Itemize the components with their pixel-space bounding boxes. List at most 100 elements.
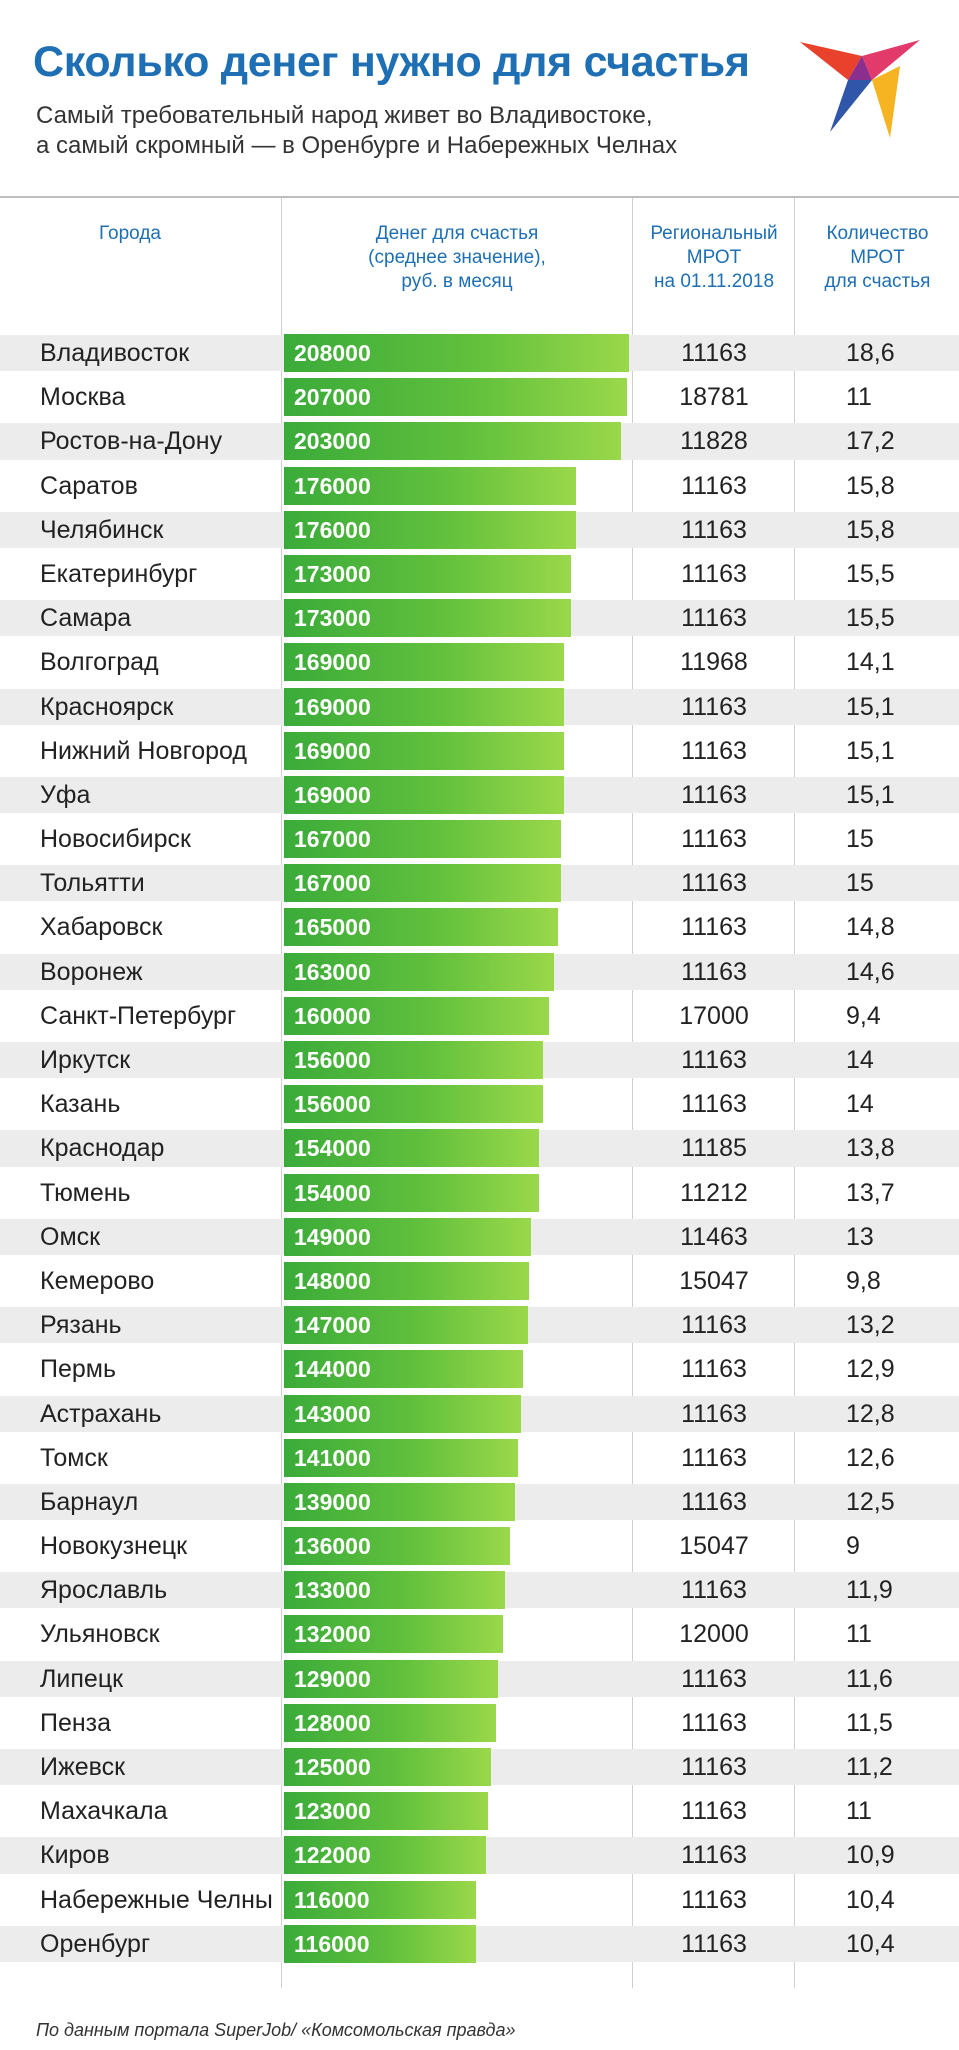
table-row: Иркутск 156000 11163 14	[0, 1038, 959, 1082]
table-row: Новосибирск 167000 11163 15	[0, 817, 959, 861]
mrot-count-value: 14	[846, 1046, 874, 1074]
money-bar	[284, 1217, 532, 1256]
mrot-value: 11163	[681, 339, 747, 367]
money-value-label: 169000	[294, 693, 371, 720]
table-row: Рязань 147000 11163 13,2	[0, 1303, 959, 1347]
city-label: Иркутск	[40, 1046, 131, 1074]
money-value-label: 132000	[294, 1621, 371, 1648]
table-row: Краснодар 154000 11185 13,8	[0, 1126, 959, 1170]
mrot-value: 11212	[680, 1178, 748, 1207]
city-label: Владивосток	[40, 339, 190, 367]
mrot-count-value: 15,1	[846, 692, 895, 721]
money-value-label: 143000	[294, 1400, 371, 1427]
header-city: Города	[99, 223, 161, 244]
header-qty: Количество МРОТ для счастья	[796, 222, 959, 294]
mrot-value: 11163	[681, 1090, 747, 1119]
mrot-value: 11163	[681, 1753, 747, 1781]
city-label: Волгоград	[40, 648, 159, 677]
money-bar	[284, 1792, 488, 1831]
mrot-count-value: 17,2	[846, 427, 895, 456]
money-value-label: 176000	[294, 516, 371, 543]
mrot-count-value: 11,6	[846, 1664, 893, 1693]
money-value-label: 129000	[294, 1665, 371, 1692]
mrot-count-value: 11,5	[846, 1708, 893, 1737]
column-divider-2	[632, 198, 633, 1988]
money-value-label: 176000	[294, 472, 371, 499]
money-bar	[284, 1836, 487, 1875]
mrot-value: 11163	[681, 471, 747, 500]
table-row: Саратов 176000 11163 15,8	[0, 464, 959, 508]
money-bar	[284, 1659, 498, 1698]
money-value-label: 128000	[294, 1709, 371, 1736]
money-value-label: 154000	[294, 1135, 371, 1162]
header-money-line-1: Денег для счастья	[375, 223, 539, 244]
table-row: Казань 156000 11163 14	[0, 1082, 959, 1126]
subtitle-line-2: а самый скромный — в Оренбурге и Набереж…	[36, 132, 678, 159]
money-value-label: 136000	[294, 1533, 371, 1560]
city-label: Воронеж	[40, 957, 143, 986]
mrot-value: 11163	[681, 692, 747, 721]
mrot-count-value: 9	[846, 1532, 860, 1561]
table-row: Воронеж 163000 11163 14,6	[0, 950, 959, 994]
city-label: Тольятти	[40, 869, 145, 898]
mrot-value: 11163	[681, 1355, 747, 1384]
mrot-count-value: 18,6	[846, 339, 895, 367]
city-label: Хабаровск	[40, 913, 163, 942]
table-row: Тольятти 167000 11163 15	[0, 861, 959, 905]
mrot-count-value: 14,8	[846, 913, 895, 942]
money-bar	[284, 1703, 497, 1742]
city-label: Ростов-на-Дону	[40, 427, 223, 456]
chart-subtitle: Самый требовательный народ живет во Влад…	[36, 101, 677, 161]
mrot-count-value: 13,2	[846, 1311, 895, 1340]
money-bar	[284, 1571, 505, 1610]
mrot-value: 11163	[681, 957, 747, 986]
city-label: Тюмень	[40, 1178, 131, 1207]
money-bar	[284, 687, 565, 726]
city-label: Махачкала	[40, 1797, 168, 1826]
money-bar	[284, 1438, 518, 1477]
table-row: Уфа 169000 11163 15,1	[0, 773, 959, 817]
mrot-count-value: 10,9	[846, 1841, 895, 1870]
table-row: Новокузнецк 136000 15047 9	[0, 1524, 959, 1568]
money-bar	[284, 1924, 477, 1963]
mrot-value: 11163	[681, 1797, 747, 1826]
money-bar	[284, 1261, 530, 1300]
mrot-count-value: 15,5	[846, 559, 895, 588]
city-label: Челябинск	[40, 515, 164, 544]
table-row: Ульяновск 132000 12000 11	[0, 1612, 959, 1656]
city-label: Новосибирск	[40, 825, 191, 854]
city-label: Пенза	[40, 1708, 112, 1737]
city-label: Красноярск	[40, 692, 174, 721]
mrot-count-value: 14,1	[846, 648, 895, 677]
money-bar	[284, 1482, 515, 1521]
money-value-label: 208000	[294, 340, 371, 366]
mrot-count-value: 12,9	[846, 1355, 895, 1384]
money-bar	[284, 820, 561, 859]
table-row: Ярославль 133000 11163 11,9	[0, 1568, 959, 1612]
city-label: Новокузнецк	[40, 1532, 188, 1561]
table-row: Владивосток 208000 11163 18,6	[0, 331, 959, 375]
table-row: Астрахань 143000 11163 12,8	[0, 1392, 959, 1436]
money-bar	[284, 1350, 523, 1389]
city-label: Самара	[40, 604, 132, 633]
mrot-count-value: 15	[846, 869, 874, 898]
table-row: Набережные Челны 116000 11163 10,4	[0, 1878, 959, 1922]
mrot-value: 11163	[681, 1487, 747, 1516]
mrot-value: 11163	[681, 1841, 747, 1870]
mrot-value: 15047	[679, 1266, 749, 1295]
table-row: Красноярск 169000 11163 15,1	[0, 685, 959, 729]
chart-title: Сколько денег нужно для счастья	[33, 38, 750, 86]
money-value-label: 148000	[294, 1267, 371, 1294]
money-bar	[284, 378, 628, 417]
header-qty-line-1: Количество	[826, 223, 929, 244]
money-bar	[284, 1306, 528, 1345]
money-bar	[284, 1173, 540, 1212]
money-value-label: 154000	[294, 1179, 371, 1206]
header-money-line-3: руб. в месяц	[401, 271, 513, 292]
header-qty-line-2: МРОТ	[850, 247, 905, 268]
header-mrot-line-3: на 01.11.2018	[653, 271, 775, 292]
header-mrot: Региональный МРОТ на 01.11.2018	[634, 222, 794, 294]
table-row: Челябинск 176000 11163 15,8	[0, 508, 959, 552]
city-label: Ярославль	[40, 1576, 168, 1605]
money-bar	[284, 422, 621, 461]
